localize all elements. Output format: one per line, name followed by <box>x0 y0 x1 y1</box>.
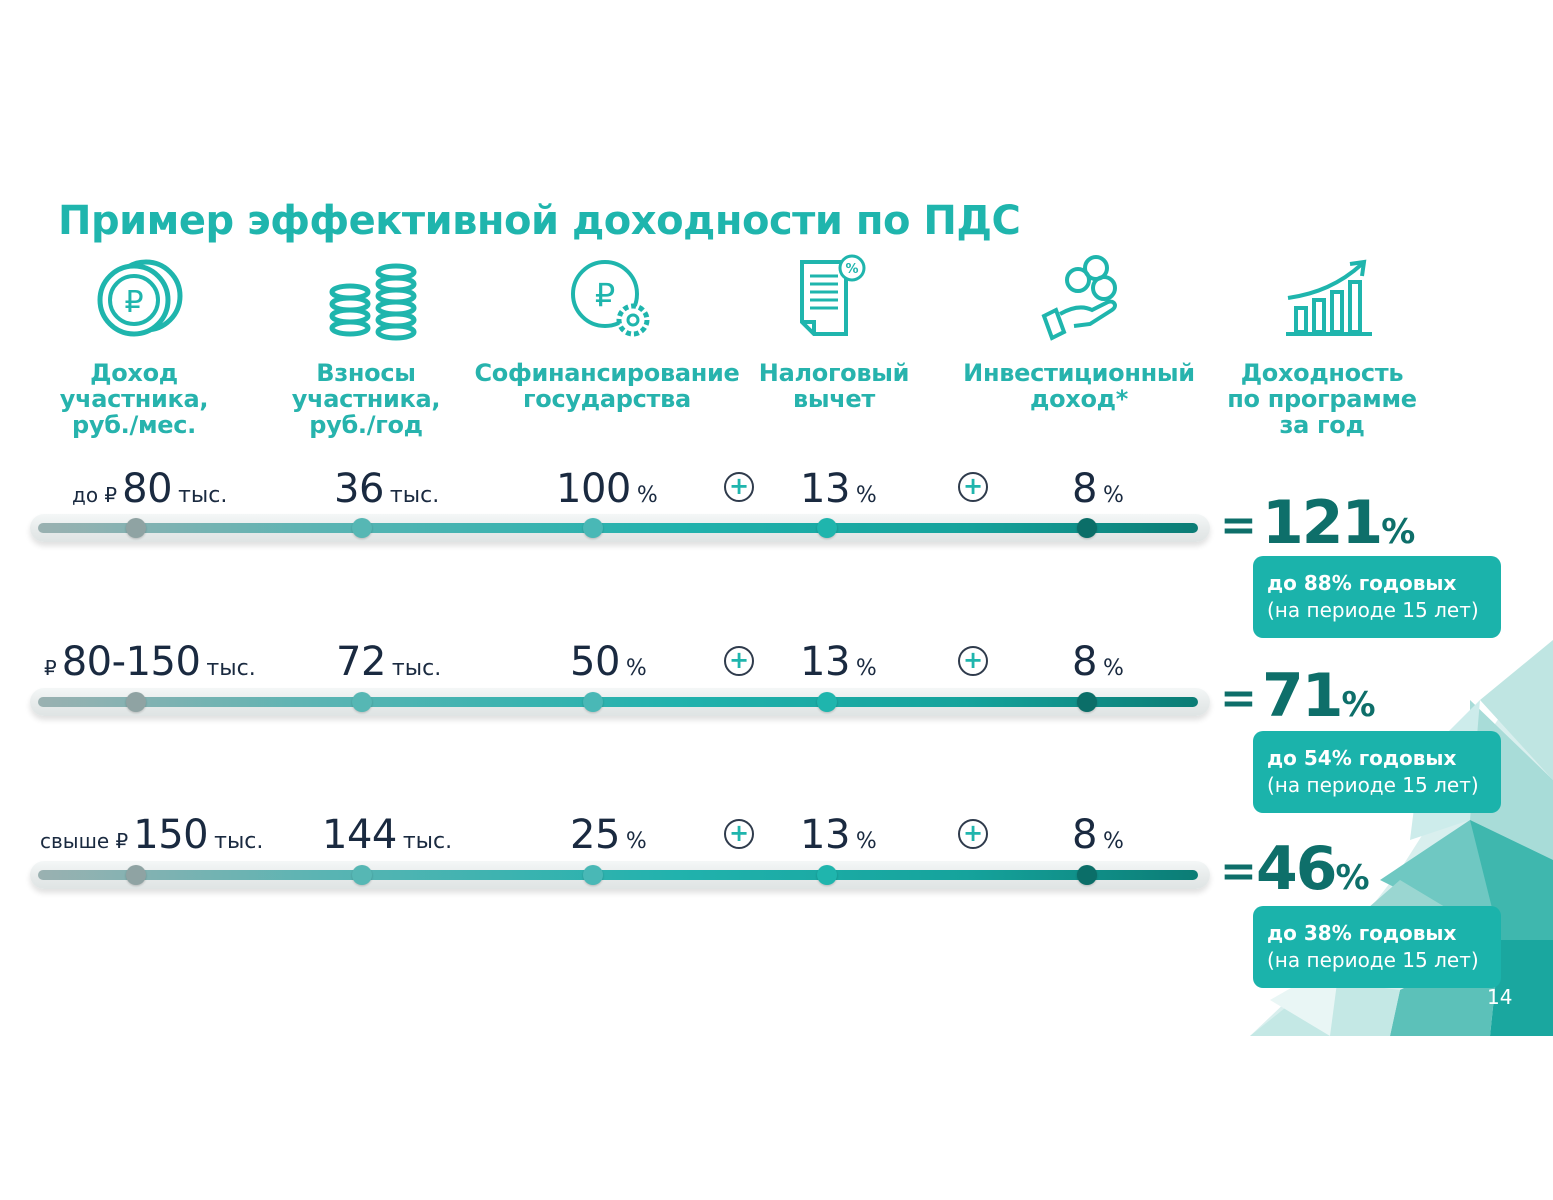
income-value: ₽80-150 тыс. <box>44 639 256 685</box>
investment-income-value: 8% <box>1072 639 1124 685</box>
total-yield-value: 121% <box>1262 488 1416 558</box>
slider-track <box>38 870 1198 880</box>
contribution-value: 36 тыс. <box>334 466 440 512</box>
scenario-row: ₽80-150 тыс. 72 тыс. 50% + 13% + 8% = 71% <box>0 633 1553 763</box>
slider-track <box>38 523 1198 533</box>
page-number: 14 <box>1487 985 1513 1009</box>
cofinancing-value: 100% <box>556 466 658 512</box>
ruble-gear-icon: ₽ <box>555 254 665 344</box>
equals-sign: = <box>1220 673 1257 724</box>
annual-yield-badge: до 54% годовых (на периоде 15 лет) <box>1253 731 1501 813</box>
tax-deduction-value: 13% <box>800 639 877 685</box>
income-value: до ₽80 тыс. <box>72 466 228 512</box>
plus-icon: + <box>958 472 988 502</box>
investment-income-value: 8% <box>1072 466 1124 512</box>
column-header-cofinancing: Софинансирование государства <box>474 359 740 413</box>
slider-knob-cofinancing <box>583 692 603 712</box>
column-header-tax-deduction: Налоговый вычет <box>758 359 910 413</box>
plus-icon: + <box>958 819 988 849</box>
slider-knob-investment <box>1077 518 1097 538</box>
slider-knob-income <box>126 692 146 712</box>
coin-stacks-icon <box>318 254 428 344</box>
annual-yield-badge: до 88% годовых (на периоде 15 лет) <box>1253 556 1501 638</box>
tax-deduction-value: 13% <box>800 466 877 512</box>
column-header-contributions: Взносы участника, руб./год <box>291 359 441 439</box>
scenario-row: свыше ₽150 тыс. 144 тыс. 25% + 13% + 8% = … <box>0 806 1553 936</box>
total-yield-value: 71% <box>1262 661 1376 731</box>
slider-knob-investment <box>1077 692 1097 712</box>
column-header-income: Доход участника, руб./мес. <box>59 359 209 439</box>
income-value: свыше ₽150 тыс. <box>40 812 264 858</box>
tax-deduction-value: 13% <box>800 812 877 858</box>
annual-yield-badge: до 38% годовых (на периоде 15 лет) <box>1253 906 1501 988</box>
cofinancing-value: 50% <box>570 639 647 685</box>
investment-income-value: 8% <box>1072 812 1124 858</box>
growth-chart-icon <box>1276 254 1386 344</box>
scenario-row: до ₽80 тыс. 36 тыс. 100% + 13% + 8% = 121% <box>0 460 1553 590</box>
total-yield-value: 46% <box>1256 834 1370 904</box>
slider-knob-contributions <box>352 865 372 885</box>
contribution-value: 72 тыс. <box>336 639 442 685</box>
ruble-coins-icon: ₽ <box>84 254 194 344</box>
slider-knob-contributions <box>352 692 372 712</box>
slider-track <box>38 697 1198 707</box>
equals-sign: = <box>1220 846 1257 897</box>
slider-knob-cofinancing <box>583 865 603 885</box>
slider-knob-tax <box>817 518 837 538</box>
plus-icon: + <box>724 819 754 849</box>
slider-knob-tax <box>817 692 837 712</box>
slider-knob-income <box>126 865 146 885</box>
column-header-investment-income: Инвестиционный доход* <box>963 359 1195 413</box>
plus-icon: + <box>958 646 988 676</box>
contribution-value: 144 тыс. <box>322 812 453 858</box>
slider-knob-tax <box>817 865 837 885</box>
slider-knob-contributions <box>352 518 372 538</box>
svg-text:₽: ₽ <box>124 285 143 320</box>
slider-knob-cofinancing <box>583 518 603 538</box>
hand-coins-icon <box>1034 254 1144 344</box>
svg-text:₽: ₽ <box>595 276 615 314</box>
equals-sign: = <box>1220 500 1257 551</box>
column-header-program-yield: Доходность по программе за год <box>1227 359 1417 439</box>
cofinancing-value: 25% <box>570 812 647 858</box>
tax-document-percent-icon: % <box>784 254 894 344</box>
plus-icon: + <box>724 472 754 502</box>
slider-knob-income <box>126 518 146 538</box>
slider-knob-investment <box>1077 865 1097 885</box>
plus-icon: + <box>724 646 754 676</box>
page-title: Пример эффективной доходности по ПДС <box>58 198 1021 244</box>
svg-text:%: % <box>845 262 858 277</box>
